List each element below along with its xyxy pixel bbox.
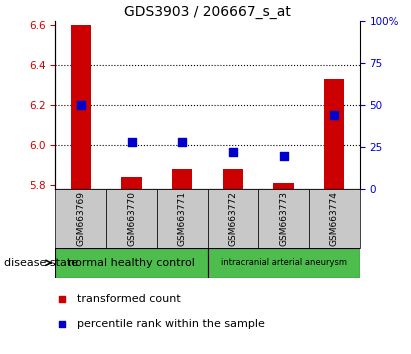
FancyArrowPatch shape — [46, 260, 51, 266]
Text: normal healthy control: normal healthy control — [68, 258, 195, 268]
Point — [230, 149, 236, 155]
Bar — [258, 189, 309, 248]
Text: disease state: disease state — [4, 258, 78, 268]
Text: GSM663773: GSM663773 — [279, 191, 288, 246]
Text: GSM663772: GSM663772 — [229, 191, 238, 246]
Bar — [106, 189, 157, 248]
Text: GSM663774: GSM663774 — [330, 191, 339, 246]
Point — [58, 296, 65, 302]
Bar — [208, 189, 258, 248]
Text: intracranial arterial aneurysm: intracranial arterial aneurysm — [221, 258, 346, 267]
Bar — [71, 25, 91, 189]
Bar — [157, 189, 208, 248]
Bar — [55, 248, 208, 278]
Bar — [121, 177, 142, 189]
Point — [58, 321, 65, 327]
Text: percentile rank within the sample: percentile rank within the sample — [77, 319, 265, 329]
Bar — [223, 169, 243, 189]
Bar — [273, 183, 294, 189]
Point — [179, 139, 185, 145]
Title: GDS3903 / 206667_s_at: GDS3903 / 206667_s_at — [124, 5, 291, 19]
Bar — [324, 79, 344, 189]
Text: GSM663769: GSM663769 — [76, 191, 85, 246]
Point — [280, 153, 287, 159]
Bar — [208, 248, 360, 278]
Point — [128, 139, 135, 145]
Bar — [309, 189, 360, 248]
Point — [78, 103, 84, 108]
Bar — [172, 169, 192, 189]
Bar — [55, 189, 106, 248]
Point — [331, 113, 337, 118]
Text: GSM663770: GSM663770 — [127, 191, 136, 246]
Text: transformed count: transformed count — [77, 294, 180, 304]
Text: GSM663771: GSM663771 — [178, 191, 187, 246]
